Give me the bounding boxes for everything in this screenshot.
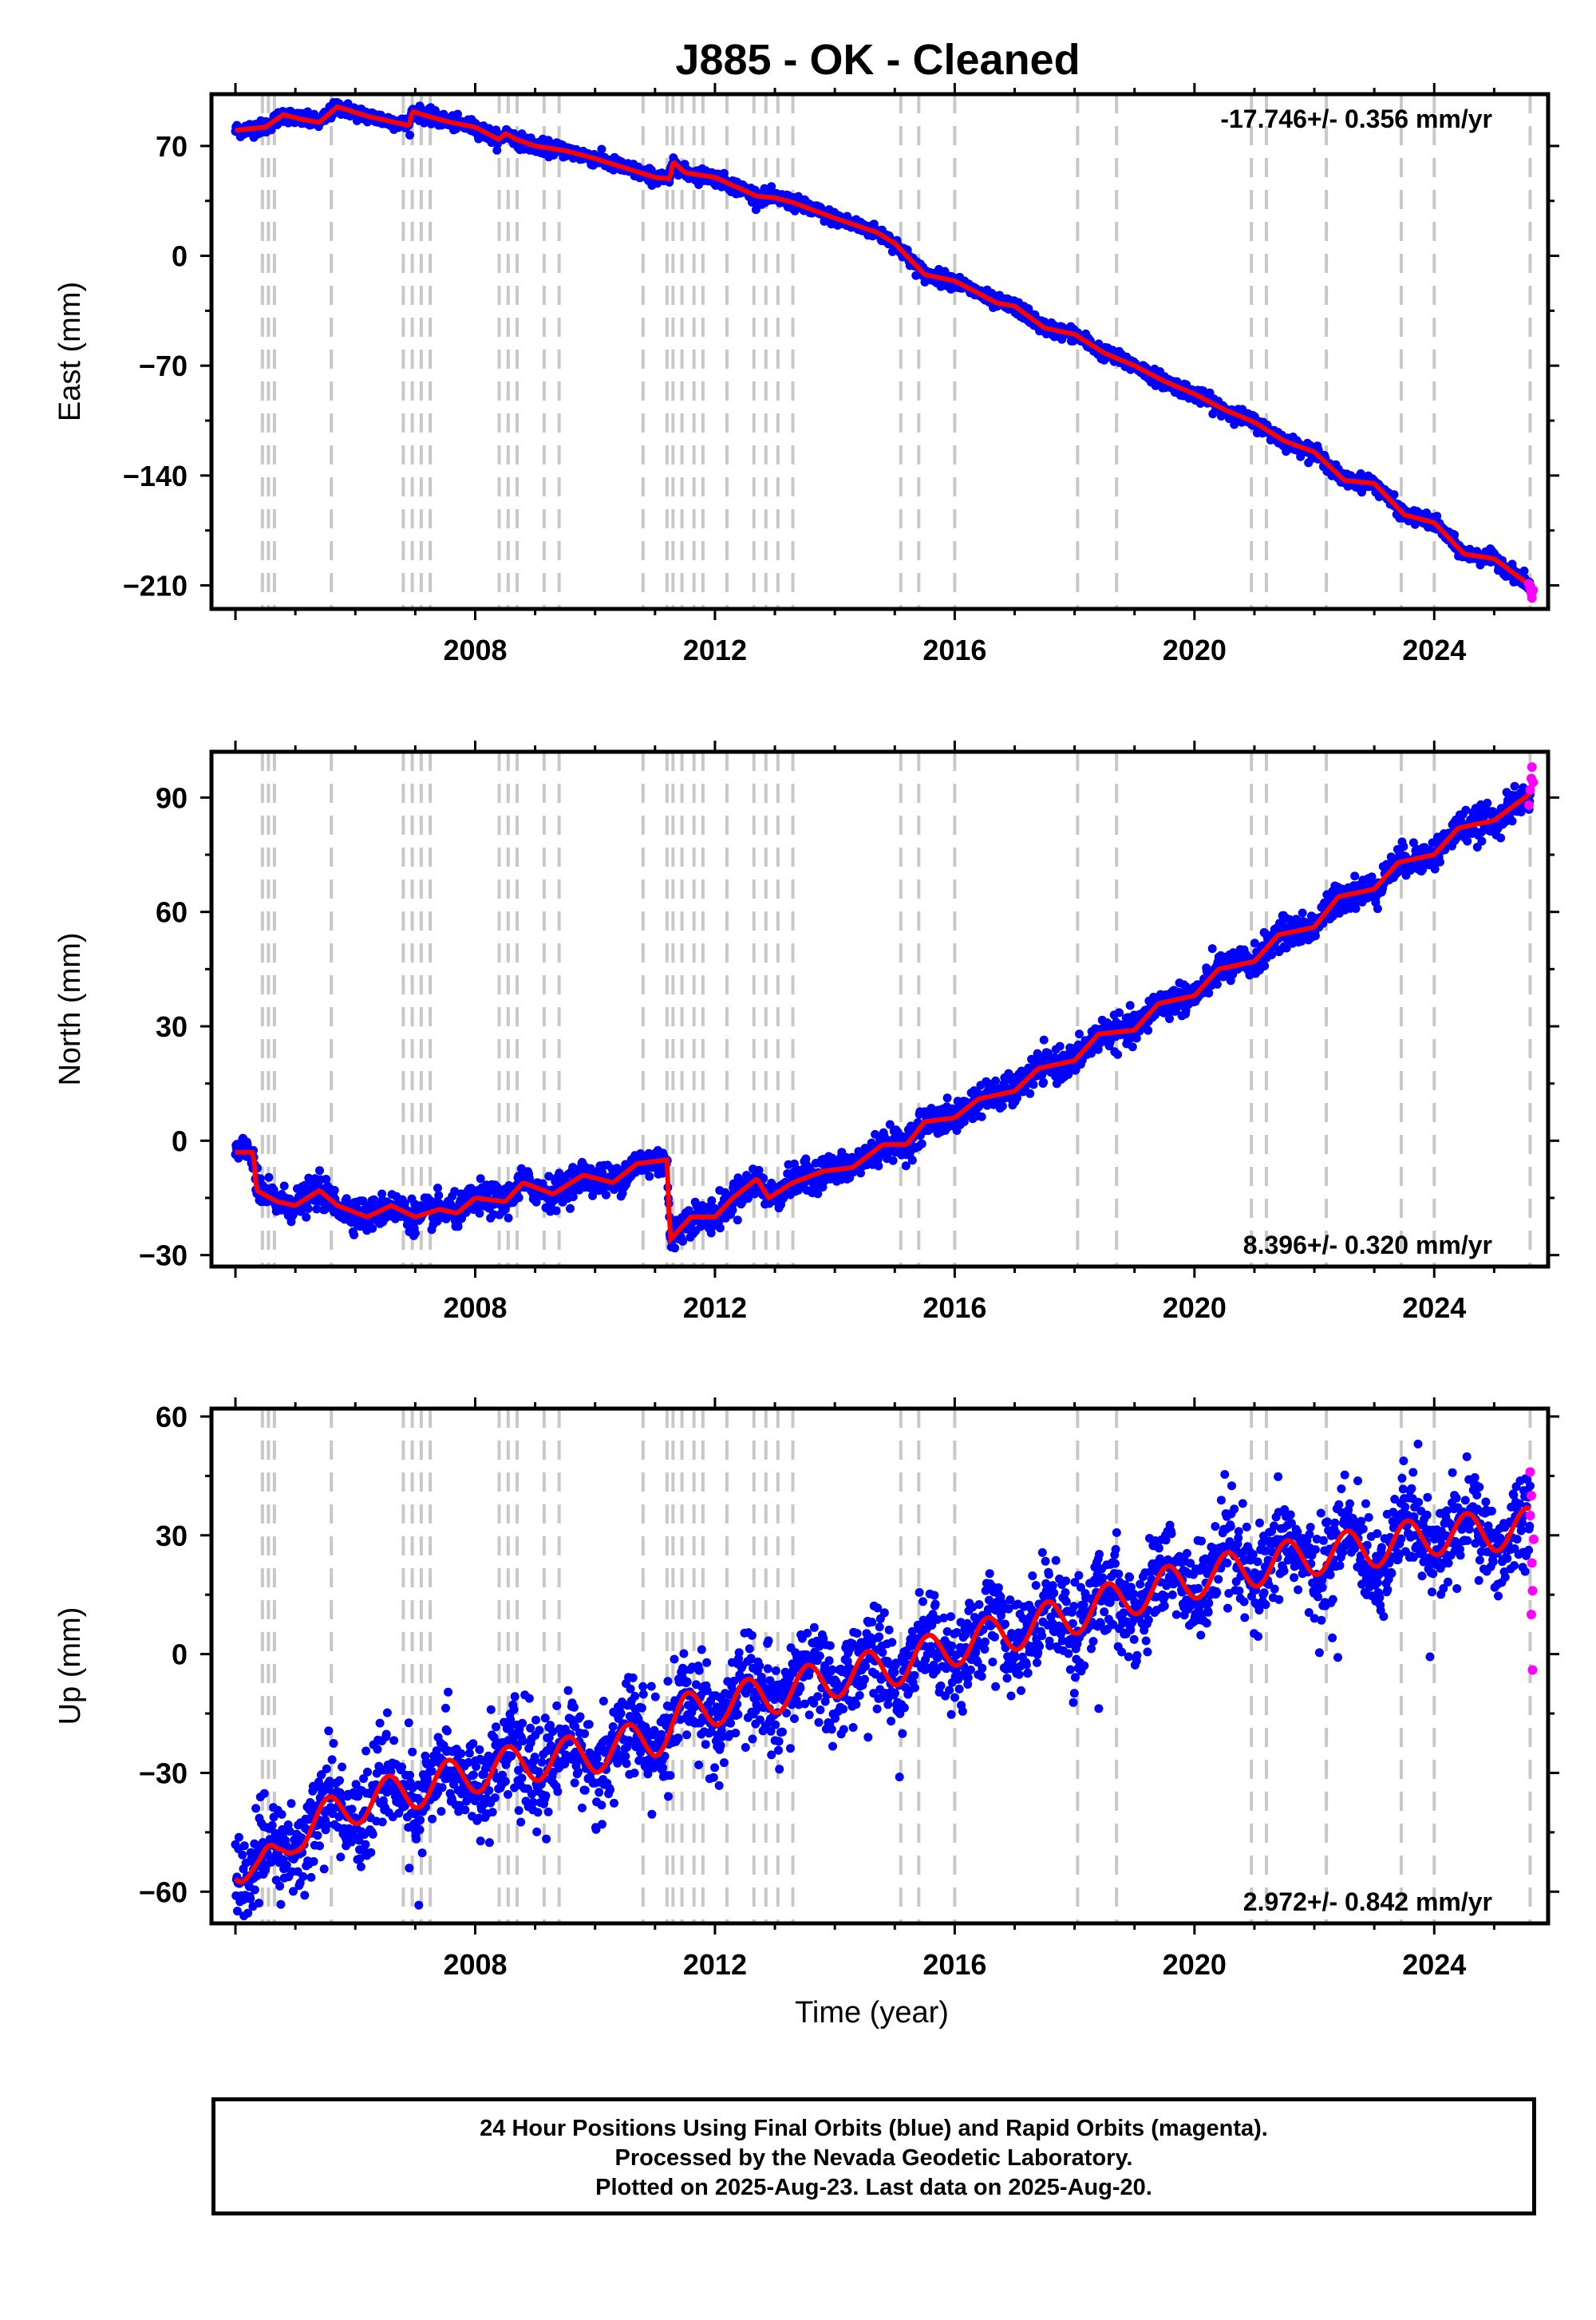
rapid-orbit-points [1524, 579, 1538, 603]
final-orbit-point [433, 1184, 442, 1192]
final-orbit-point [350, 1231, 358, 1239]
final-orbit-point [597, 145, 606, 154]
x-tick-label: 2008 [443, 634, 507, 666]
final-orbit-point [405, 131, 414, 140]
final-orbit-point [1126, 1001, 1135, 1010]
y-axis: 70 0 −70 −140 −210 [123, 130, 1559, 603]
y-tick-label: 0 [172, 240, 188, 273]
final-orbit-point [304, 1204, 313, 1213]
final-orbit-point [264, 1173, 273, 1182]
x-tick-label: 2024 [1402, 634, 1466, 666]
final-orbit-point [978, 1113, 986, 1121]
final-orbit-point [434, 1191, 443, 1200]
final-orbit-point [918, 1140, 926, 1148]
final-orbit-point [1213, 980, 1222, 989]
final-orbit-point [368, 1224, 377, 1233]
final-orbit-point [998, 1102, 1007, 1111]
final-orbit-point [552, 1207, 561, 1215]
final-orbit-point [1075, 1030, 1084, 1038]
final-orbit-point [645, 1172, 654, 1181]
final-orbit-point [733, 1215, 742, 1224]
final-orbit-points [231, 782, 1535, 1253]
x-axis: 2008 2012 2016 2020 2024 [235, 83, 1494, 666]
final-orbit-point [908, 1156, 917, 1164]
final-orbit-point [1311, 931, 1320, 940]
final-orbit-point [1113, 1050, 1122, 1059]
final-orbit-point [678, 1237, 687, 1246]
x-tick-label: 2012 [683, 634, 747, 666]
final-orbit-point [1204, 989, 1213, 998]
rapid-orbit-point [1528, 585, 1538, 595]
y-tick-label: −140 [123, 460, 188, 492]
final-orbit-point [280, 1182, 289, 1191]
final-orbit-point [874, 1162, 883, 1171]
final-orbit-point [411, 1229, 420, 1238]
final-orbit-point [1208, 944, 1217, 953]
final-orbit-point [889, 1156, 898, 1165]
final-orbit-point [1025, 1089, 1034, 1098]
final-orbit-point [1056, 1042, 1065, 1051]
step-lines [263, 94, 1531, 609]
final-orbit-point [1029, 1081, 1038, 1089]
y-tick-label: −210 [123, 570, 188, 603]
final-orbit-point [670, 1243, 679, 1252]
final-orbit-point [602, 1191, 610, 1200]
chart-title: J885 - OK - Cleaned [0, 35, 1596, 85]
final-orbit-point [1115, 1008, 1124, 1017]
final-orbit-point [707, 1196, 716, 1205]
final-orbit-point [716, 1223, 725, 1232]
final-orbit-point [1165, 1014, 1174, 1023]
rate-label: -17.746+/- 0.356 mm/yr [1220, 105, 1492, 133]
x-tick-label: 2020 [1163, 634, 1227, 666]
final-orbit-point [515, 1193, 523, 1202]
final-orbit-point [729, 1206, 737, 1215]
final-orbit-point [1298, 909, 1307, 918]
final-orbit-point [1039, 1078, 1048, 1087]
final-orbit-point [991, 1077, 1000, 1085]
final-orbit-point [315, 1166, 324, 1175]
y-tick-label: 70 [156, 130, 188, 163]
final-orbit-point [1128, 1042, 1137, 1051]
final-orbit-point [1260, 962, 1269, 970]
y-axis-label: East (mm) [53, 282, 87, 421]
final-orbit-point [302, 1213, 310, 1222]
final-orbit-point [1040, 1036, 1049, 1045]
final-orbit-point [943, 1093, 952, 1102]
y-tick-label: −70 [139, 350, 188, 382]
final-orbit-point [1144, 1026, 1152, 1035]
panel-1: 2008 2012 2016 2020 2024 70 0 −70 −140 −210 East (… [53, 83, 1559, 666]
final-orbit-point [454, 1222, 463, 1231]
final-orbit-point [566, 1204, 575, 1213]
final-orbit-point [504, 1214, 513, 1223]
final-orbit-points [231, 98, 1535, 593]
x-tick-label: 2016 [922, 634, 986, 666]
final-orbit-point [330, 1186, 339, 1195]
